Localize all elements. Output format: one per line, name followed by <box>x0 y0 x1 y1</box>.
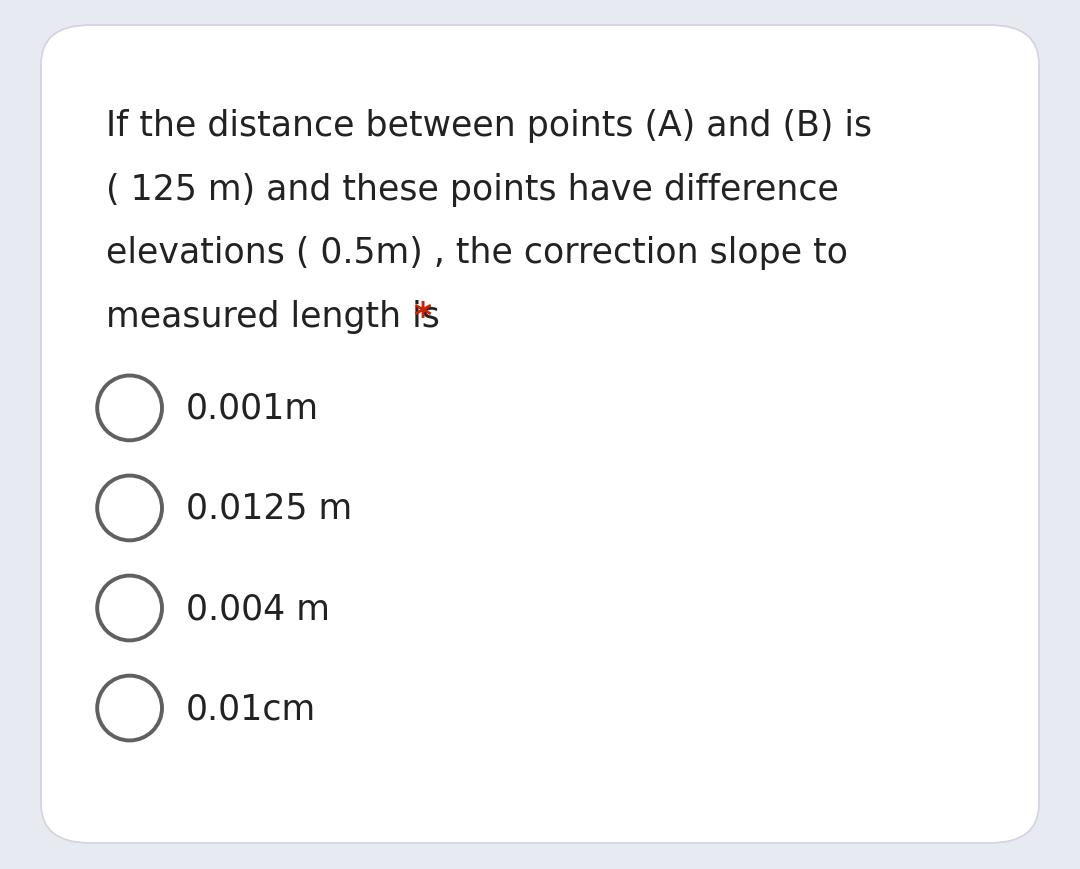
Text: ( 125 m) and these points have difference: ( 125 m) and these points have differenc… <box>106 172 839 207</box>
Text: 0.01cm: 0.01cm <box>186 691 316 726</box>
Text: *: * <box>414 299 432 334</box>
Text: 0.0125 m: 0.0125 m <box>186 491 352 526</box>
Text: 0.001m: 0.001m <box>186 391 319 426</box>
Text: If the distance between points (A) and (B) is: If the distance between points (A) and (… <box>106 109 872 143</box>
Text: elevations ( 0.5m) , the correction slope to: elevations ( 0.5m) , the correction slop… <box>106 235 848 270</box>
FancyBboxPatch shape <box>41 26 1039 843</box>
Text: 0.004 m: 0.004 m <box>186 591 329 626</box>
Text: measured length is: measured length is <box>106 299 450 334</box>
